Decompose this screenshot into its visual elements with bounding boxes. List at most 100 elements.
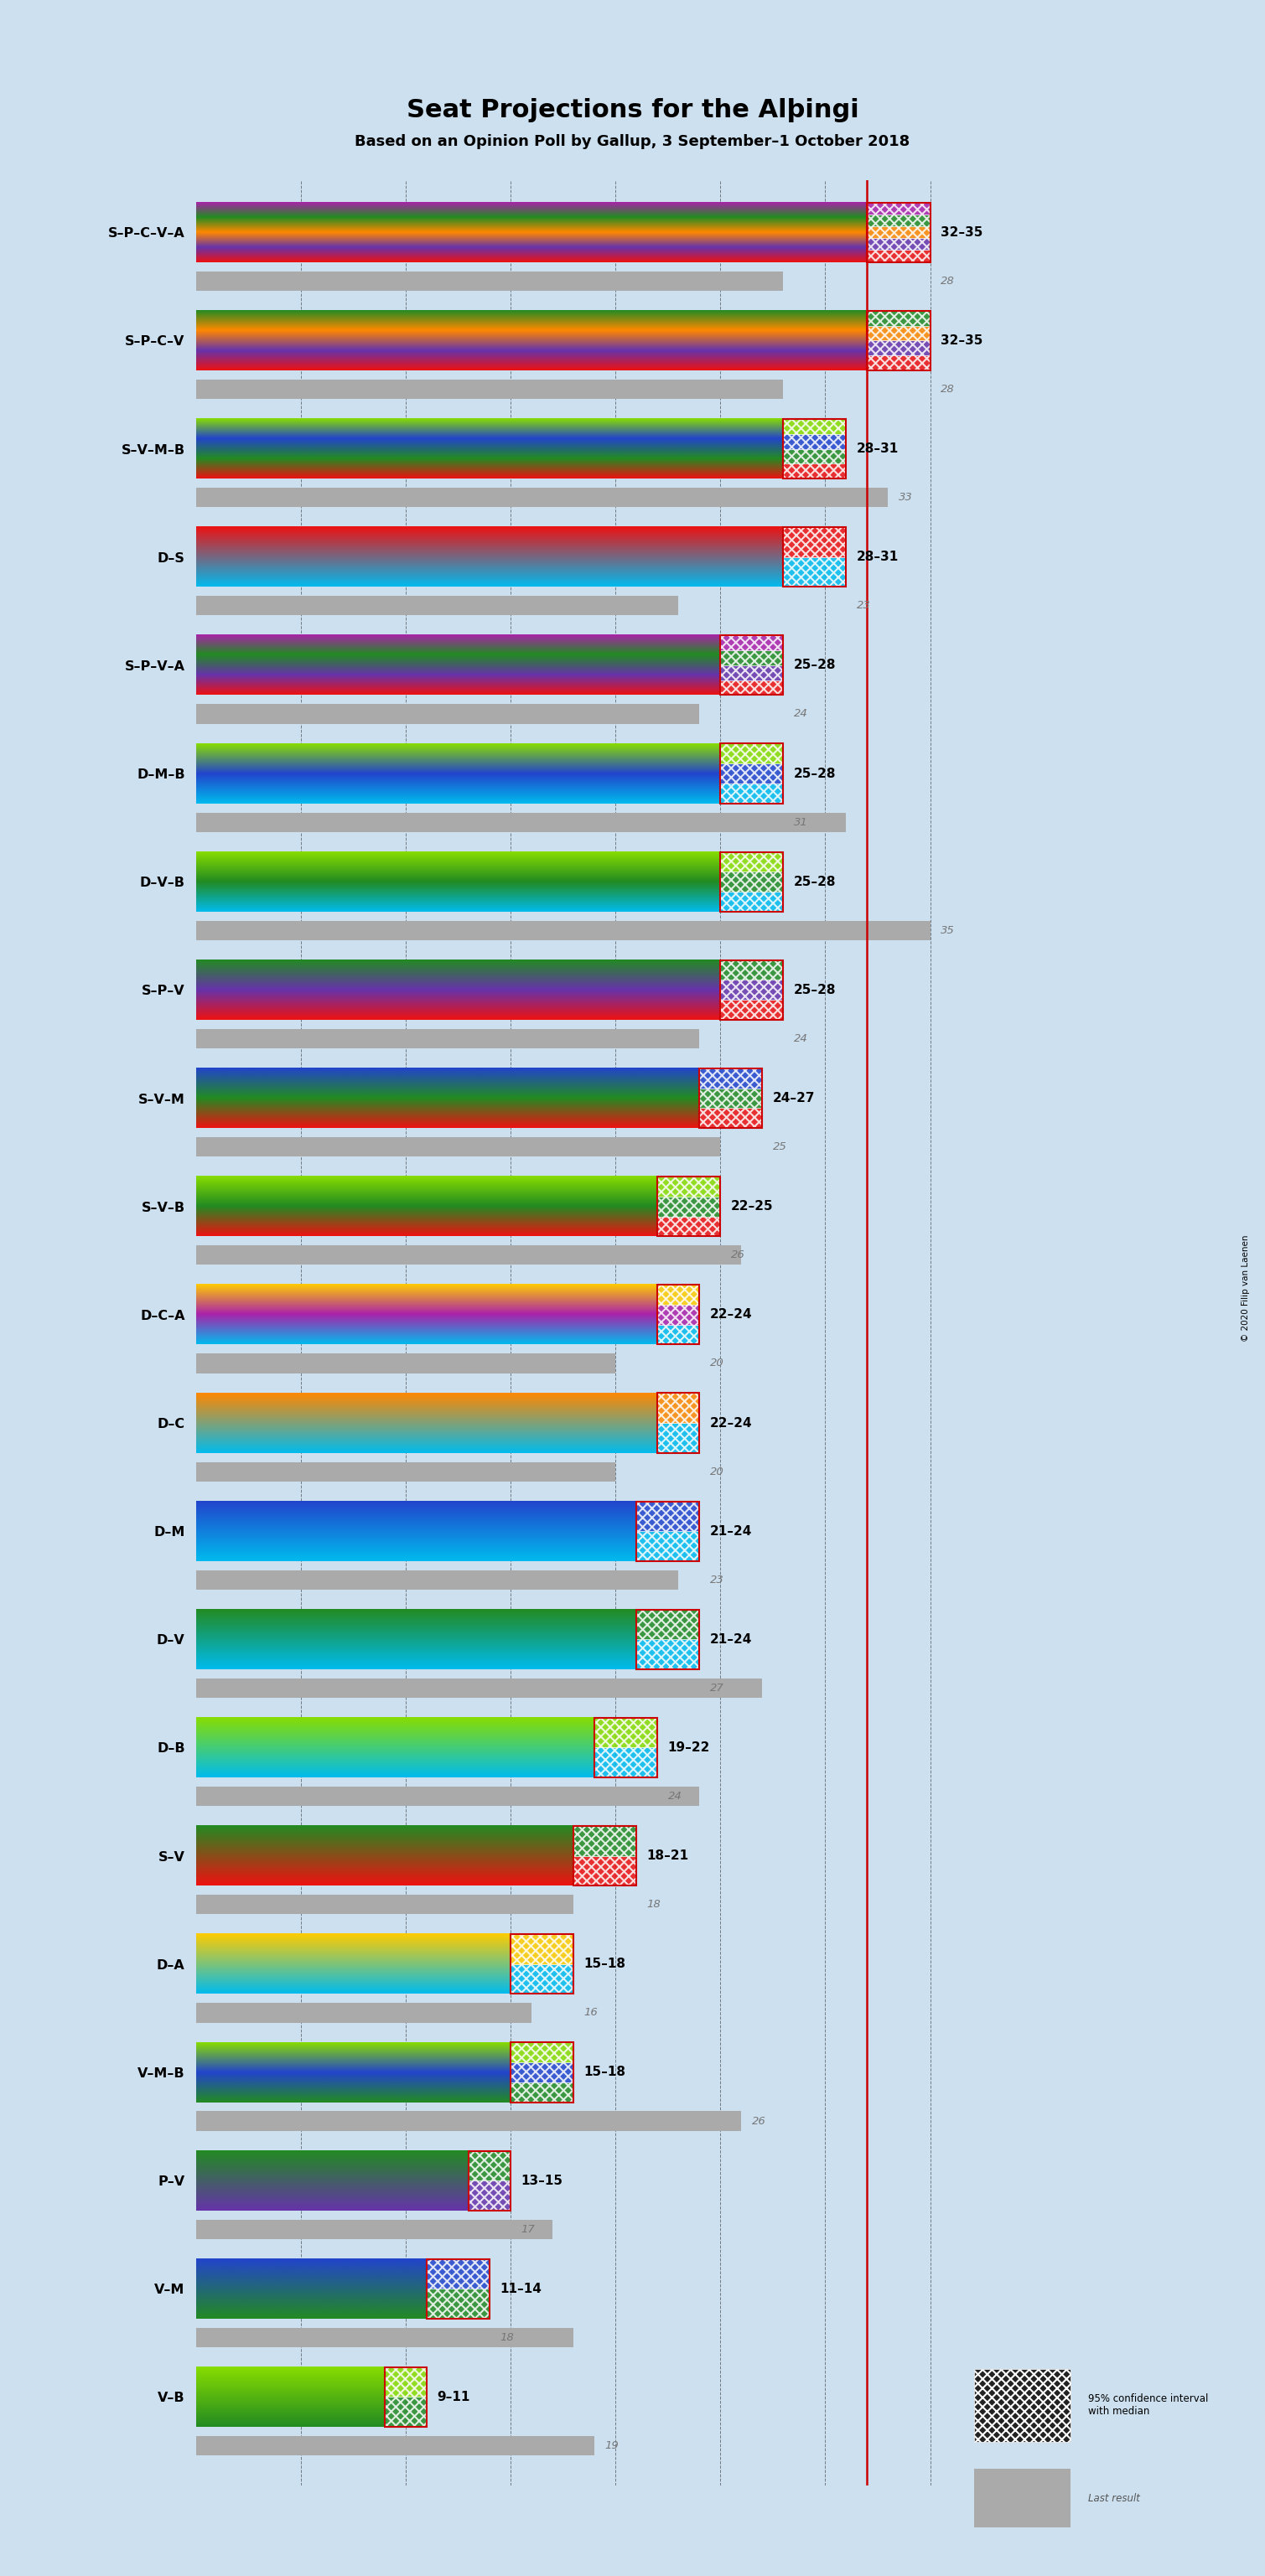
Bar [426, 2290, 490, 2318]
Bar [720, 636, 783, 649]
Text: 21–24: 21–24 [710, 1633, 753, 1646]
Text: 21–24: 21–24 [710, 1525, 753, 1538]
Text: 26: 26 [731, 1249, 745, 1260]
Bar [868, 204, 930, 263]
Bar [783, 420, 846, 479]
Bar [720, 744, 783, 804]
Bar [658, 1306, 700, 1324]
Bar [720, 649, 783, 665]
Bar [196, 270, 783, 291]
Bar [636, 1638, 700, 1669]
Bar [658, 1422, 700, 1453]
Text: 25: 25 [773, 1141, 787, 1151]
Bar [720, 665, 783, 680]
Text: 28: 28 [941, 276, 955, 286]
Bar [595, 1747, 658, 1777]
Bar [196, 1788, 700, 1806]
Bar [196, 2437, 595, 2455]
Bar [196, 1352, 616, 1373]
Text: Last result: Last result [1088, 2494, 1140, 2504]
Text: 35: 35 [941, 925, 955, 935]
Bar [658, 1324, 700, 1345]
Bar [658, 1216, 720, 1236]
Text: Seat Projections for the Alþingi: Seat Projections for the Alþingi [406, 98, 859, 121]
Text: 28: 28 [941, 384, 955, 394]
Text: 18–21: 18–21 [646, 1850, 689, 1862]
Text: 28–31: 28–31 [856, 551, 899, 564]
Bar [720, 961, 783, 1020]
Text: 17: 17 [521, 2223, 535, 2236]
Text: 23: 23 [856, 600, 870, 611]
Text: 16: 16 [584, 2007, 598, 2017]
Bar [700, 1069, 763, 1087]
Bar [783, 448, 846, 464]
Bar [868, 227, 930, 237]
Bar [196, 1244, 741, 1265]
Bar [196, 1463, 616, 1481]
Text: 22–24: 22–24 [710, 1417, 753, 1430]
Bar [426, 2259, 490, 2318]
Text: Based on an Opinion Poll by Gallup, 3 September–1 October 2018: Based on an Opinion Poll by Gallup, 3 Se… [355, 134, 910, 149]
Bar [469, 2151, 511, 2182]
Bar [511, 1935, 573, 1963]
Bar [974, 2370, 1070, 2442]
Bar [196, 595, 678, 616]
Bar [783, 556, 846, 587]
Bar [720, 783, 783, 804]
Bar [511, 2081, 573, 2102]
Bar [783, 433, 846, 448]
Bar [720, 762, 783, 783]
Bar [511, 2043, 573, 2102]
Bar [783, 464, 846, 479]
Text: 19: 19 [605, 2439, 619, 2452]
Bar [196, 2329, 573, 2347]
Text: 25–28: 25–28 [794, 659, 836, 672]
Bar [720, 871, 783, 891]
Text: 28–31: 28–31 [856, 443, 899, 456]
Bar [595, 1718, 658, 1747]
Bar [868, 312, 930, 325]
Text: 22–25: 22–25 [731, 1200, 773, 1213]
Text: 32–35: 32–35 [941, 227, 983, 240]
Bar [868, 250, 930, 263]
Bar [511, 2063, 573, 2081]
Bar [196, 1680, 763, 1698]
Bar [196, 487, 888, 507]
Text: 25–28: 25–28 [794, 984, 836, 997]
Bar [658, 1177, 720, 1195]
Bar [658, 1394, 700, 1422]
Text: 20: 20 [710, 1466, 724, 1476]
Bar [658, 1195, 720, 1216]
Text: 15–18: 15–18 [584, 2066, 626, 2079]
Bar [469, 2182, 511, 2210]
Text: 22–24: 22–24 [710, 1309, 753, 1321]
Text: 19–22: 19–22 [668, 1741, 710, 1754]
Bar [511, 1935, 573, 1994]
Bar [700, 1108, 763, 1128]
Bar [196, 1896, 573, 1914]
Bar [196, 1571, 678, 1589]
Bar [196, 703, 700, 724]
Bar [658, 1285, 700, 1306]
Bar [783, 528, 846, 556]
Text: 15–18: 15–18 [584, 1958, 626, 1971]
Bar [720, 636, 783, 696]
Bar [658, 1177, 720, 1236]
Bar [868, 204, 930, 214]
Bar [573, 1826, 636, 1886]
Text: 95% confidence interval
with median: 95% confidence interval with median [1088, 2393, 1208, 2416]
Bar [636, 1610, 700, 1638]
Bar [636, 1502, 700, 1561]
Bar [658, 1285, 700, 1345]
Text: 24–27: 24–27 [773, 1092, 815, 1105]
Bar [974, 2468, 1070, 2527]
Bar [511, 2043, 573, 2063]
Bar [720, 999, 783, 1020]
Text: 24: 24 [794, 708, 808, 719]
Bar [573, 1826, 636, 1855]
Bar [426, 2259, 490, 2290]
Bar [720, 891, 783, 912]
Bar [868, 312, 930, 371]
Text: 25–28: 25–28 [794, 768, 836, 781]
Bar [196, 2112, 741, 2130]
